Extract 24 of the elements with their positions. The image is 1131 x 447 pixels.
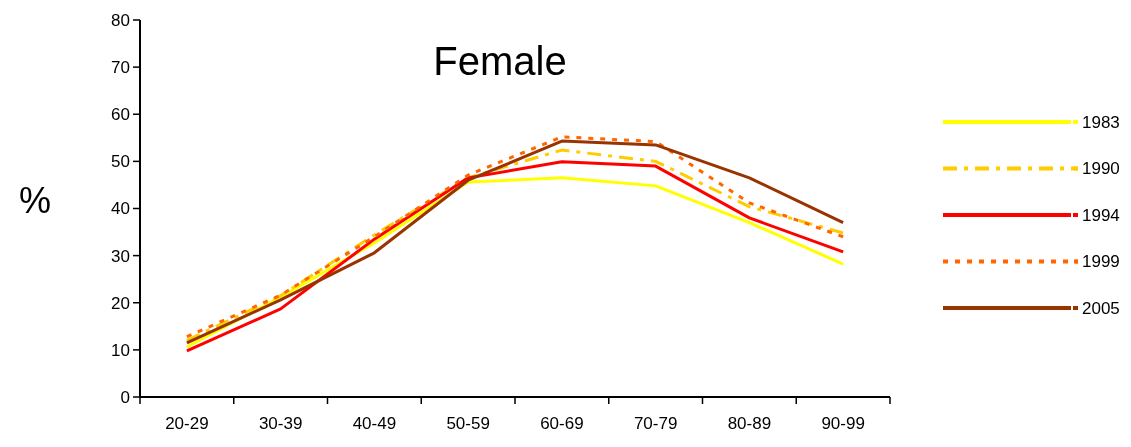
legend-label: 2005 [1082, 298, 1120, 318]
y-tick-label: 60 [111, 105, 130, 125]
y-tick-label: 50 [111, 152, 130, 172]
x-tick-label: 20-29 [165, 414, 209, 433]
y-tick-label: 80 [111, 10, 130, 30]
x-tick-label: 70-79 [633, 414, 678, 433]
legend-label: 1994 [1082, 205, 1120, 225]
x-tick-label: 60-69 [540, 414, 584, 433]
y-tick-label: 0 [120, 387, 130, 407]
x-tick-label: 40-49 [352, 414, 397, 433]
text: Female [433, 39, 567, 83]
y-tick-label: 70 [111, 58, 130, 78]
legend-label: 1983 [1082, 112, 1120, 132]
x-tick-label: 90-99 [821, 414, 865, 433]
legend-label: 1999 [1082, 252, 1120, 272]
x-tick-label: 50-59 [446, 414, 490, 433]
x-tick-label: 30-39 [258, 414, 303, 433]
y-tick-label: 10 [111, 340, 130, 360]
y-tick-label: 40 [111, 199, 130, 219]
x-tick-label: 80-89 [727, 414, 772, 433]
legend-label: 1990 [1082, 159, 1120, 179]
y-tick-label: 30 [111, 246, 130, 266]
y-tick-label: 20 [111, 293, 130, 313]
y-axis-title: % [18, 179, 52, 221]
